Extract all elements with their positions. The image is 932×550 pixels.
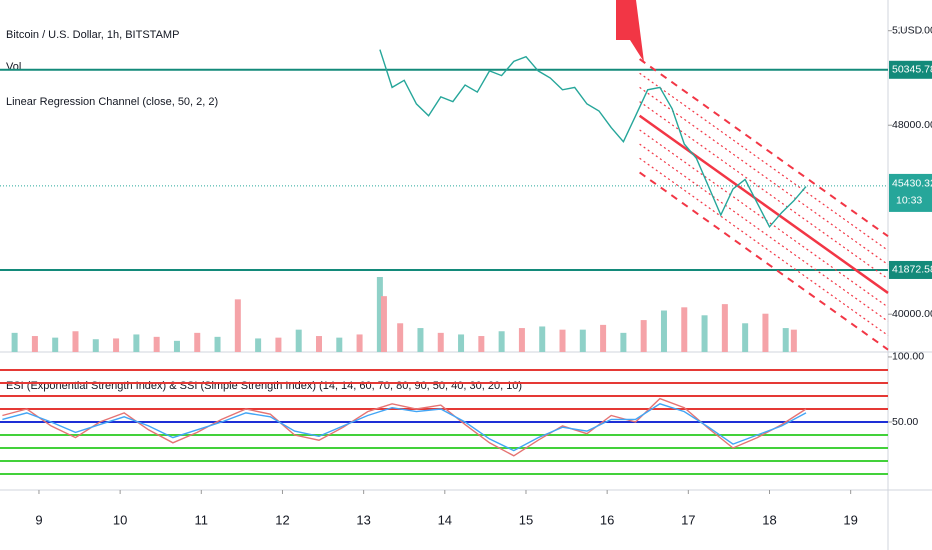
volume-bar (31, 336, 38, 352)
last-price-tag (889, 173, 932, 212)
volume-bar (417, 328, 424, 352)
y-tick-label: 52000.00 (892, 24, 932, 36)
volume-bar (701, 315, 708, 352)
x-tick-label: 18 (762, 512, 776, 527)
symbol-title: Bitcoin / U.S. Dollar, 1h, BITSTAMP (6, 29, 179, 41)
volume-bar (437, 332, 444, 352)
volume-bar (72, 331, 79, 352)
level-tag (889, 260, 932, 279)
volume-bar (255, 338, 262, 352)
volume-bar (153, 336, 160, 352)
oscillator-line (2, 403, 807, 452)
volume-bar (782, 328, 789, 352)
volume-bar (133, 334, 140, 352)
x-tick-label: 13 (356, 512, 370, 527)
volume-bar (660, 310, 667, 352)
level-label: 50345.78 (892, 64, 932, 76)
volume-bar (518, 328, 525, 352)
regression-band (639, 101, 889, 280)
regression-center (638, 114, 889, 294)
regression-band (639, 157, 889, 336)
indicator-label: Linear Regression Channel (close, 50, 2,… (6, 96, 218, 108)
volume-bar (380, 296, 387, 352)
x-tick-label: 17 (681, 512, 695, 527)
volume-bar (234, 299, 241, 352)
volume-bar (315, 336, 322, 352)
x-tick-label: 12 (275, 512, 289, 527)
x-tick-label: 10 (113, 512, 127, 527)
volume-bar (376, 277, 383, 352)
volume-bar (539, 326, 546, 352)
volume-bar (275, 337, 282, 352)
volume-bar (295, 329, 302, 352)
volume-bar (92, 339, 99, 352)
regression-band (639, 72, 889, 251)
volume-bar (11, 332, 18, 352)
alert-flag (616, 0, 644, 62)
regression-band (639, 143, 889, 322)
volume-bar (214, 336, 221, 352)
volume-bar (762, 313, 769, 352)
volume-bar (559, 329, 566, 352)
x-tick-label: 15 (519, 512, 533, 527)
x-tick-label: 14 (438, 512, 452, 527)
volume-bar (498, 331, 505, 352)
volume-bar (458, 334, 465, 352)
volume-bar (742, 323, 749, 352)
price-line (379, 49, 807, 229)
last-price-label: 45430.32 (892, 178, 932, 190)
volume-bar (356, 334, 363, 352)
volume-bar (681, 307, 688, 352)
volume-bar (640, 320, 647, 352)
volume-bar (113, 338, 120, 352)
y-tick-label: 48000.00 (892, 119, 932, 131)
volume-bar (721, 304, 728, 352)
level-tag (889, 60, 932, 79)
volume-bar (397, 323, 404, 352)
volume-label: Vol (6, 61, 21, 73)
y-tick-label: 50.00 (892, 416, 918, 428)
y-tick-label: 100.00 (892, 351, 924, 363)
volume-bar (173, 340, 180, 352)
volume-bar (336, 337, 343, 352)
volume-bar (52, 337, 59, 352)
volume-bar (600, 324, 607, 352)
currency-label: USD (900, 24, 923, 36)
x-tick-label: 11 (195, 512, 209, 527)
volume-bar (620, 332, 627, 352)
oscillator-title: ESI (Exponential Strength Index) & SSI (… (6, 380, 522, 392)
x-tick-label: 16 (600, 512, 614, 527)
volume-bar (579, 329, 586, 352)
volume-bar (478, 336, 485, 352)
y-tick-label: 40000.00 (892, 308, 932, 320)
countdown-label: 10:33 (896, 195, 922, 207)
volume-bar (194, 332, 201, 352)
volume-bar (790, 329, 797, 352)
regression-band (639, 86, 889, 266)
x-tick-label: 9 (35, 512, 42, 527)
regression-band (639, 129, 889, 308)
level-label: 41872.58 (892, 264, 932, 276)
x-tick-label: 19 (843, 512, 857, 527)
